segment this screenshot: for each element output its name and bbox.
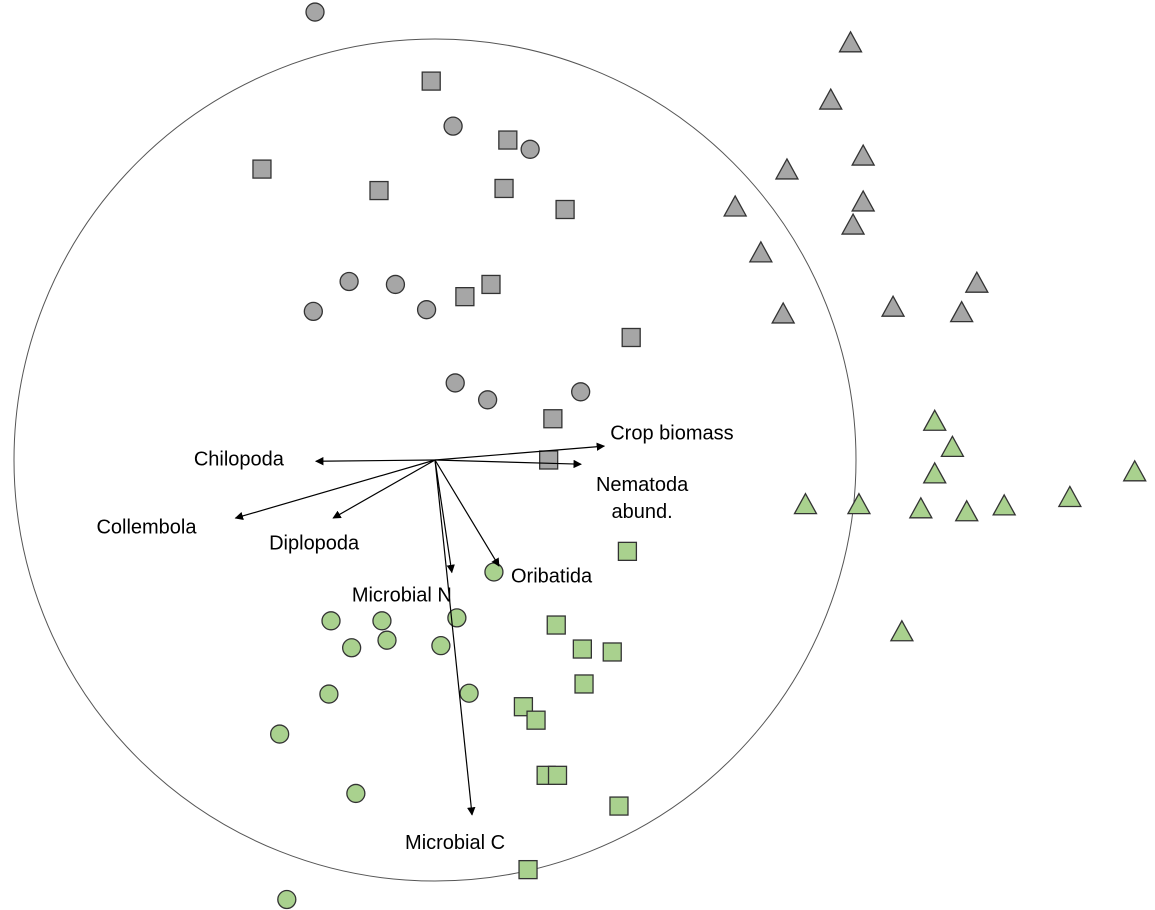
point-gray-triangle-3 [774,157,800,180]
vectors-layer: Chilopoda Collembola Diplopoda Crop biomass… [96,422,733,854]
points-layer [252,2,1147,910]
point-green-circle-11 [277,889,297,910]
point-green-square-0 [617,541,638,562]
point-gray-triangle-8 [964,270,989,293]
point-gray-triangle-4 [851,189,876,212]
point-gray-triangle-1 [818,87,843,110]
point-green-triangle-4 [1057,485,1082,508]
point-green-circle-9 [270,724,290,744]
point-green-triangle-8 [954,499,979,522]
vector-crop-biomass [434,442,606,461]
point-green-triangle-2 [922,461,947,484]
vector-collembola [234,459,436,521]
point-green-circle-5 [377,630,397,650]
correlation-circle [13,38,857,882]
point-green-triangle-3 [1122,459,1147,482]
point-gray-square-6 [455,287,475,307]
vector-oribatida [434,459,500,567]
point-gray-triangle-10 [880,294,906,317]
point-green-square-2 [572,639,592,659]
point-green-triangle-7 [908,496,933,519]
vector-label-chilopoda: Chilopoda [194,449,285,471]
point-gray-circle-5 [303,301,323,322]
point-green-circle-0 [484,562,504,582]
point-green-triangle-6 [846,492,872,515]
point-green-triangle-10 [889,619,914,642]
point-green-circle-1 [321,611,341,631]
point-gray-square-3 [369,180,389,201]
point-green-square-8 [547,765,568,785]
point-green-circle-4 [341,638,362,658]
vector-label-microbial-n: Microbial N [352,585,452,607]
point-gray-circle-9 [571,382,591,402]
vector-nematoda-abund [434,459,582,469]
vector-chilopoda [315,456,436,466]
point-gray-square-4 [494,178,514,199]
vector-label-nematoda-abund: Nematoda abund. [596,474,689,523]
point-gray-circle-4 [385,274,406,295]
point-gray-circle-2 [520,139,540,159]
point-gray-square-2 [252,159,272,179]
point-green-circle-8 [459,683,479,703]
point-gray-circle-3 [339,271,359,292]
point-gray-triangle-7 [748,240,773,263]
point-green-triangle-0 [922,408,947,431]
point-gray-triangle-6 [840,212,866,235]
point-gray-circle-6 [416,300,437,320]
point-green-square-9 [609,796,629,816]
vector-label-oribatida: Oribatida [511,565,593,587]
point-gray-square-0 [421,71,441,91]
vector-label-microbial-c: Microbial C [405,832,505,854]
point-gray-circle-1 [443,116,463,136]
vector-microbial-c [434,459,476,816]
point-green-square-1 [546,615,566,635]
point-gray-square-8 [621,327,641,348]
point-gray-circle-7 [445,373,465,393]
point-gray-triangle-2 [851,143,876,166]
point-gray-triangle-11 [949,300,974,323]
point-gray-square-1 [498,130,518,150]
point-green-square-4 [574,674,594,694]
point-green-circle-10 [346,783,366,804]
point-gray-circle-0 [305,2,325,22]
point-gray-square-5 [555,199,575,220]
point-green-square-3 [602,642,622,662]
point-green-circle-6 [431,636,451,656]
point-green-square-6 [526,710,546,730]
point-green-circle-2 [372,611,392,631]
point-gray-square-9 [543,409,563,429]
vector-diplopoda [332,459,436,519]
point-green-square-10 [518,859,538,880]
point-gray-triangle-0 [838,30,863,53]
point-gray-triangle-9 [771,301,796,324]
vector-microbial-n [434,459,455,574]
vector-label-collembola: Collembola [96,516,197,538]
point-gray-square-7 [481,274,501,295]
point-gray-triangle-5 [723,194,748,217]
point-gray-circle-8 [477,390,498,410]
vector-label-crop-biomass: Crop biomass [610,422,733,444]
point-green-triangle-5 [793,492,818,515]
point-green-triangle-1 [940,435,965,458]
vector-label-diplopoda: Diplopoda [269,532,360,554]
point-green-triangle-9 [992,493,1017,516]
point-green-circle-7 [319,684,339,704]
point-gray-square-10 [539,450,559,470]
